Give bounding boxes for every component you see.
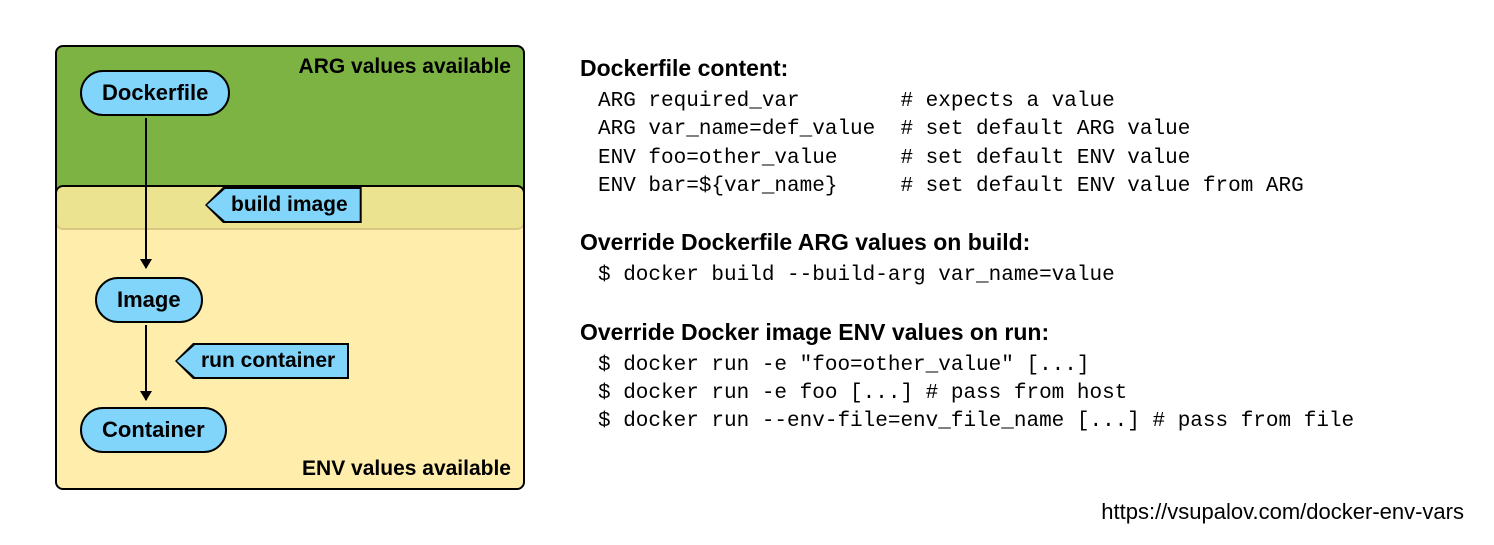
arg-box-label: ARG values available [299,55,511,79]
env-box-label: ENV values available [302,457,511,481]
diagram-panel: ARG values available ENV values availabl… [55,45,525,490]
edge-label-run: run container [175,343,349,379]
code-override-env: $ docker run -e "foo=other_value" [...] … [598,352,1470,437]
code-override-arg: $ docker build --build-arg var_name=valu… [598,262,1470,290]
code-dockerfile-content: ARG required_var # expects a value ARG v… [598,88,1470,201]
section-title-override-env: Override Docker image ENV values on run: [580,319,1470,346]
arrow-dockerfile-to-image [145,118,147,268]
section-title-override-arg: Override Dockerfile ARG values on build: [580,229,1470,256]
node-image: Image [95,277,203,323]
node-dockerfile: Dockerfile [80,70,230,116]
source-url: https://vsupalov.com/docker-env-vars [1101,499,1464,525]
edge-label-run-text: run container [175,343,349,379]
edge-label-build: build image [205,187,362,223]
node-container: Container [80,407,227,453]
edge-label-build-text: build image [205,187,362,223]
section-title-dockerfile: Dockerfile content: [580,55,1470,82]
arrow-image-to-container [145,325,147,400]
text-panel: Dockerfile content: ARG required_var # e… [580,55,1470,437]
